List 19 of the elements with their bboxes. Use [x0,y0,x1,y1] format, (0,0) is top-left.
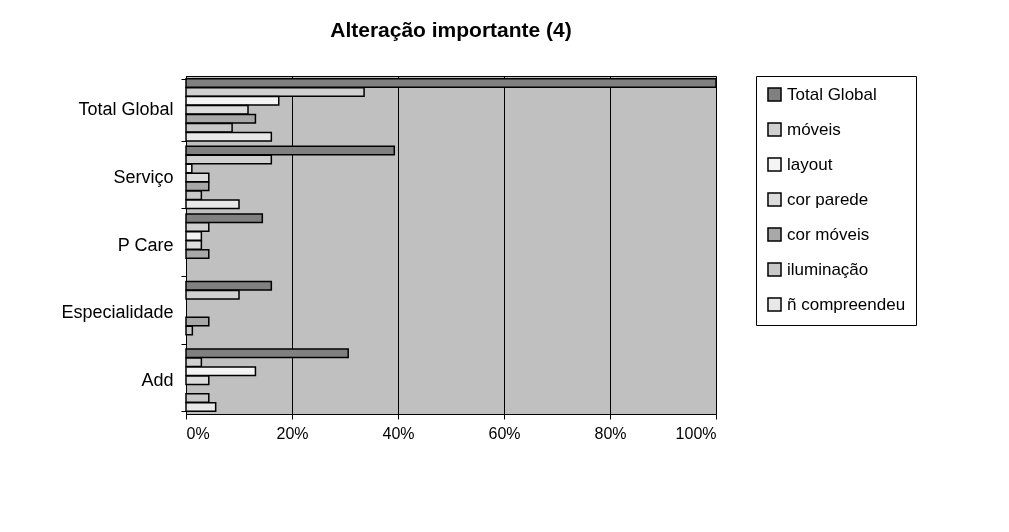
legend-label: layout [787,154,833,174]
x-tick-label: 0% [186,424,210,442]
chart-title: Alteração importante (4) [330,18,572,41]
y-tick-label: P Care [117,234,174,255]
legend-label: iluminação [787,259,869,279]
x-tick-label: 80% [594,424,627,442]
legend-label: móveis [787,119,841,139]
x-tick-label: 20% [276,424,309,442]
x-tick-label: 40% [382,424,415,442]
y-tick-label: Total Global [78,99,174,120]
x-tick-label: 100% [675,424,717,442]
x-tick-label: 60% [488,424,521,442]
legend-label: ñ compreendeu [787,294,906,314]
legend-label: cor parede [787,189,869,209]
y-tick-label: Add [141,369,174,390]
y-tick-label: Especialidade [61,302,174,323]
y-tick-label: Serviço [113,166,174,187]
legend-label: cor móveis [787,224,870,244]
legend-label: Total Global [787,84,877,104]
